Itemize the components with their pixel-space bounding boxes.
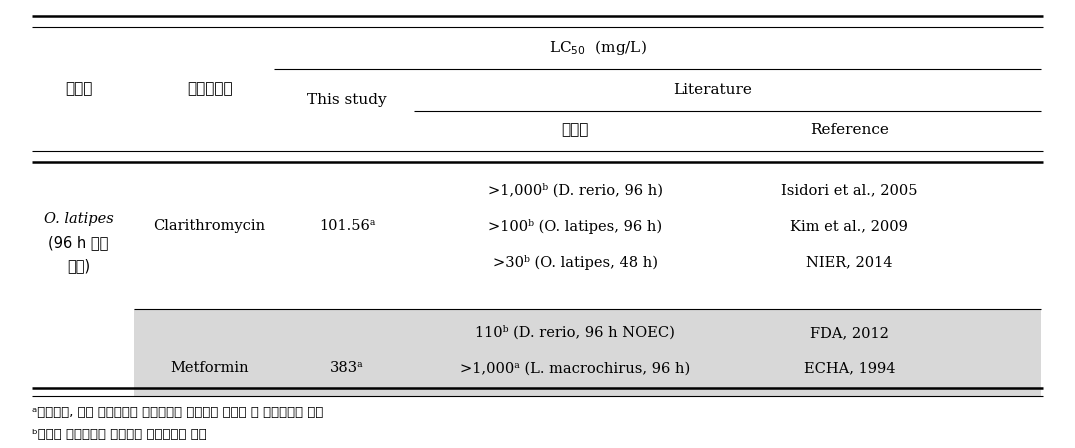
- Text: NIER, 2014: NIER, 2014: [806, 255, 892, 269]
- Text: This study: This study: [307, 93, 387, 107]
- Text: LC$_{50}$  (mg/L): LC$_{50}$ (mg/L): [549, 39, 647, 57]
- Bar: [134, 309, 1041, 396]
- Text: Metformin: Metformin: [170, 361, 249, 375]
- Text: 110ᵇ (D. rerio, 96 h NOEC): 110ᵇ (D. rerio, 96 h NOEC): [475, 326, 675, 340]
- Text: (96 h 자어: (96 h 자어: [48, 235, 109, 250]
- Text: 383ᵃ: 383ᵃ: [330, 361, 364, 375]
- Text: O. latipes: O. latipes: [44, 212, 113, 226]
- Text: >1,000ᵇ (D. rerio, 96 h): >1,000ᵇ (D. rerio, 96 h): [488, 183, 662, 198]
- Text: 독성값: 독성값: [561, 122, 589, 138]
- Text: ᵃ실측농도, 또는 실측농도와 설정농도가 유사함을 확인한 뒤 설정농도로 표기: ᵃ실측농도, 또는 실측농도와 설정농도가 유사함을 확인한 뒤 설정농도로 표…: [32, 405, 324, 419]
- Text: 노출): 노출): [67, 258, 90, 274]
- Text: ECHA, 1994: ECHA, 1994: [803, 361, 895, 375]
- Text: >30ᵇ (O. latipes, 48 h): >30ᵇ (O. latipes, 48 h): [492, 254, 658, 270]
- Text: Kim et al., 2009: Kim et al., 2009: [790, 219, 908, 233]
- Text: Literature: Literature: [673, 82, 751, 97]
- Text: FDA, 2012: FDA, 2012: [809, 326, 889, 340]
- Text: >1,000ᵃ (L. macrochirus, 96 h): >1,000ᵃ (L. macrochirus, 96 h): [460, 361, 690, 375]
- Text: Reference: Reference: [809, 123, 889, 137]
- Text: 시험종: 시험종: [64, 82, 92, 96]
- Text: Clarithromycin: Clarithromycin: [154, 219, 266, 233]
- Text: >100ᵇ (O. latipes, 96 h): >100ᵇ (O. latipes, 96 h): [488, 219, 662, 234]
- Text: 의약물질명: 의약물질명: [187, 82, 232, 96]
- Text: ᵇ유효한 실측농도가 부재하여 설정농도로 표기: ᵇ유효한 실측농도가 부재하여 설정농도로 표기: [32, 428, 207, 441]
- Text: 101.56ᵃ: 101.56ᵃ: [319, 219, 375, 233]
- Text: Isidori et al., 2005: Isidori et al., 2005: [782, 183, 917, 198]
